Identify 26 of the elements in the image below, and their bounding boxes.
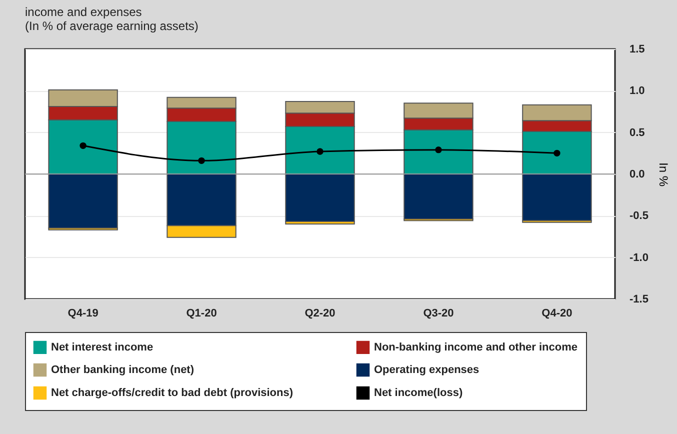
chart-title: income and expenses (25, 5, 142, 19)
y-tick-label: 1.0 (630, 85, 645, 98)
y-axis-title: In % (656, 162, 670, 187)
legend-label: Other banking income (net) (51, 364, 194, 376)
point (435, 146, 442, 154)
x-tick-label: Q3-20 (423, 308, 454, 320)
point (198, 157, 205, 164)
x-tick-label: Q4-20 (542, 308, 572, 320)
legend-label: Non-banking income and other income (374, 341, 578, 354)
legend-label: Net income(loss) (374, 387, 463, 399)
legend-label: Net interest income (51, 341, 154, 354)
y-tick-label: -1.0 (630, 252, 648, 264)
legend-label: Net charge-offs/credit to bad debt (provisions) (51, 387, 294, 399)
point (554, 150, 560, 157)
legend-label: Operating expenses (374, 364, 480, 376)
y-tick-label: -0.5 (630, 210, 648, 222)
y-tick-label: 1.5 (630, 44, 645, 56)
point (316, 148, 324, 155)
point (80, 142, 86, 150)
x-tick-label: Q4-19 (68, 308, 98, 320)
y-tick-label: -1.5 (630, 294, 648, 306)
x-tick-label: Q2-20 (304, 308, 336, 320)
chart-subtitle: (In % of average earning assets) (25, 19, 198, 33)
x-tick-label: Q1-20 (186, 308, 217, 320)
y-tick-label: 0.5 (630, 126, 645, 139)
y-tick-label: 0.0 (630, 168, 645, 180)
